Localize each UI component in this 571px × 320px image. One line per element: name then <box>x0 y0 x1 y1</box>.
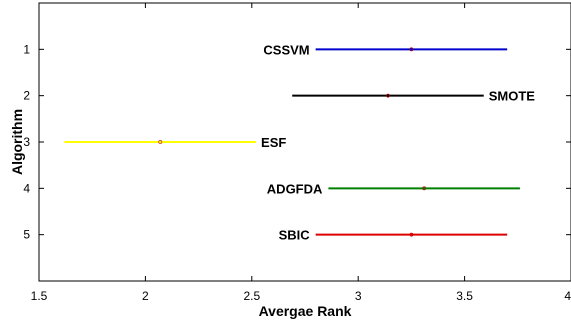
mean-marker <box>409 47 414 52</box>
x-tick-label: 3 <box>355 289 362 303</box>
x-tick-label: 4 <box>564 289 571 303</box>
interval-series: CSSVM SMOTE ESF ADGFDA SBIC <box>64 42 535 243</box>
x-tick-label: 2.5 <box>243 289 260 303</box>
series-adgfda: ADGFDA <box>267 181 520 196</box>
x-tick-label: 3.5 <box>456 289 473 303</box>
mean-marker <box>158 140 163 144</box>
mean-marker <box>386 93 390 98</box>
mean-marker <box>409 232 414 237</box>
series-sbic: SBIC <box>279 228 508 243</box>
series-label: ADGFDA <box>267 181 323 196</box>
x-tick-label: 1.5 <box>31 289 48 303</box>
y-tick-label: 2 <box>23 89 30 103</box>
y-axis-title: Algorithm <box>9 109 25 175</box>
y-tick-label: 5 <box>23 228 30 242</box>
axis-ticks: 1.5 2 2.5 3 3.5 4 1 2 3 4 5 <box>23 3 571 303</box>
x-tick-label: 2 <box>142 289 149 303</box>
y-tick-label: 3 <box>23 135 30 149</box>
series-cssvm: CSSVM <box>263 42 508 57</box>
y-tick-label: 4 <box>23 181 30 195</box>
series-smote: SMOTE <box>292 89 535 104</box>
series-label: SBIC <box>279 228 311 243</box>
series-label: SMOTE <box>489 89 536 104</box>
y-tick-label: 1 <box>23 42 30 56</box>
series-esf: ESF <box>64 135 286 150</box>
x-axis-title: Avergae Rank <box>259 303 352 319</box>
mean-marker <box>422 186 427 191</box>
series-label: CSSVM <box>263 42 309 57</box>
series-label: ESF <box>261 135 286 150</box>
